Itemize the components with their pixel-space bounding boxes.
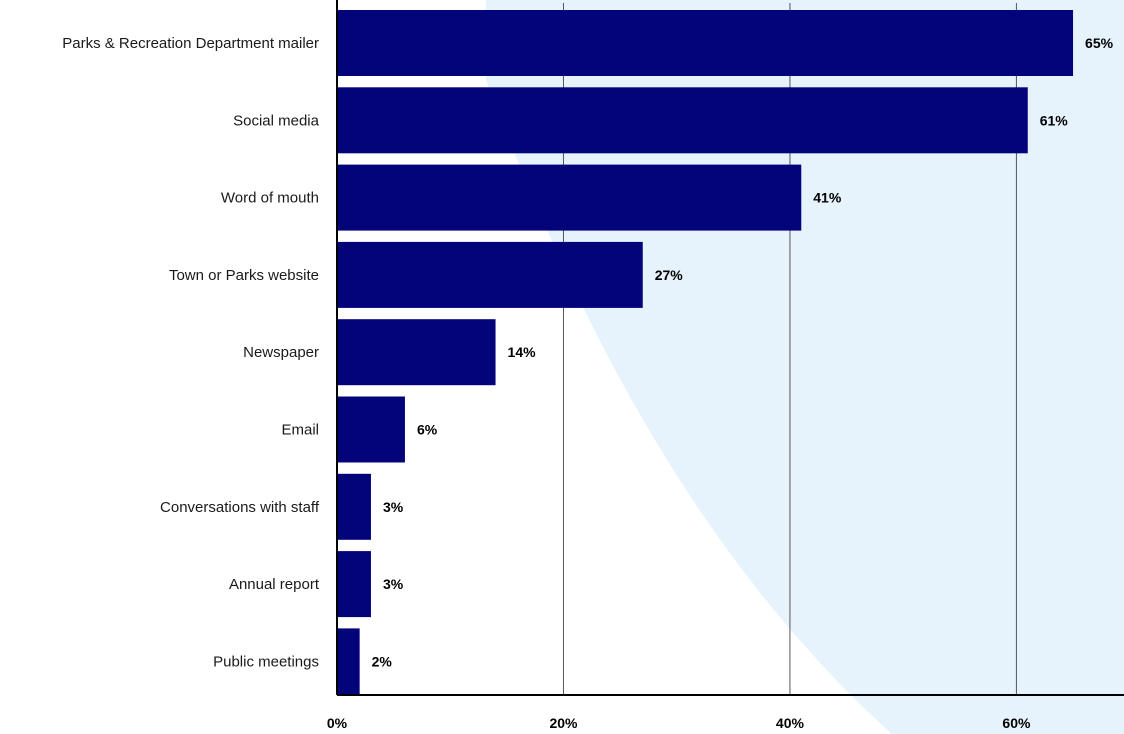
category-label-public-meetings: Public meetings [213, 653, 319, 670]
value-label-word-of-mouth: 41% [813, 190, 842, 206]
value-label-conversations-with-staff: 3% [383, 499, 404, 515]
category-label-newspaper: Newspaper [243, 344, 319, 361]
x-tick-label-60pct: 60% [1002, 715, 1031, 731]
value-label-email: 6% [417, 422, 438, 438]
category-label-social-media: Social media [233, 112, 320, 129]
bar-town-or-parks-website [337, 241, 643, 308]
x-tick-labels: 0% 20% 40% 60% [327, 715, 1031, 731]
bar-newspaper [337, 319, 496, 386]
category-label-conversations-with-staff: Conversations with staff [160, 499, 320, 516]
bar-annual-report [337, 551, 371, 618]
value-label-newspaper: 14% [508, 344, 537, 360]
axes [336, 0, 1124, 696]
bars [337, 10, 1074, 695]
bar-parks-recreation-department-mailer [337, 10, 1074, 76]
x-tick-label-40pct: 40% [776, 715, 805, 731]
category-label-word-of-mouth: Word of mouth [221, 190, 319, 207]
category-label-town-or-parks-website: Town or Parks website [169, 267, 319, 284]
value-label-annual-report: 3% [383, 576, 404, 592]
x-tick-label-0pct: 0% [327, 715, 348, 731]
bar-email [337, 396, 405, 463]
bar-public-meetings [337, 628, 360, 695]
x-tick-label-20pct: 20% [549, 715, 578, 731]
value-labels: 65% 61% 41% 27% 14% 6% 3% 3% 2% [372, 35, 1114, 669]
category-label-annual-report: Annual report [229, 576, 320, 593]
category-label-parks-recreation-department-mailer: Parks & Recreation Department mailer [62, 35, 319, 52]
value-label-parks-recreation-department-mailer: 65% [1085, 35, 1114, 51]
bar-conversations-with-staff [337, 473, 371, 540]
category-label-email: Email [281, 422, 319, 439]
bar-social-media [337, 87, 1028, 154]
bar-word-of-mouth [337, 164, 802, 231]
value-label-town-or-parks-website: 27% [655, 267, 684, 283]
value-label-public-meetings: 2% [372, 653, 393, 669]
value-label-social-media: 61% [1040, 112, 1069, 128]
category-labels: Parks & Recreation Department mailer Soci… [62, 35, 320, 670]
